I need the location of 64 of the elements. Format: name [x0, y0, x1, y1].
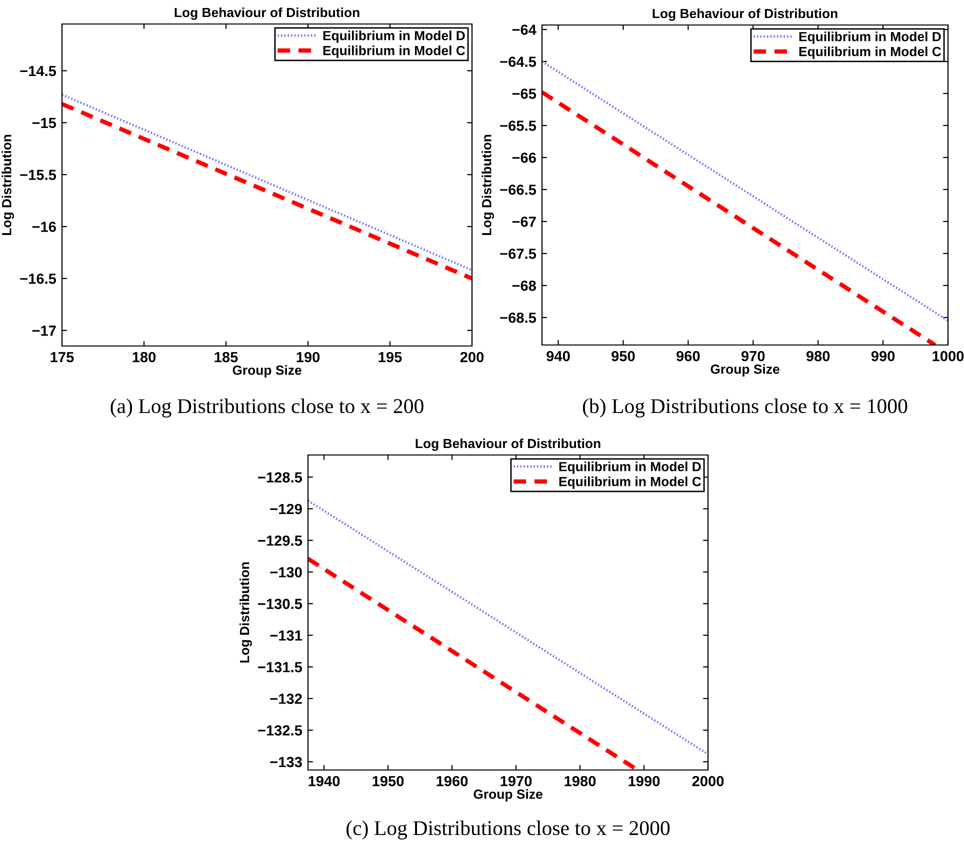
x-tick-label: 960 — [676, 350, 700, 362]
y-tick-label: −130 — [270, 567, 302, 578]
y-tick-label: −15.5 — [20, 170, 56, 180]
legend-label: Equilibrium in Model C — [323, 46, 466, 58]
y-tick-label: −64.5 — [500, 56, 536, 67]
y-tick-label: −66 — [512, 152, 536, 163]
y-axis-title: Log Distribution — [240, 562, 252, 663]
chart-title: Log Behaviour of Distribution — [416, 438, 600, 451]
y-tick-label: −133 — [270, 756, 302, 768]
y-tick-label: −130.5 — [258, 598, 302, 610]
x-tick-label: 990 — [871, 350, 895, 362]
x-tick-label: 185 — [214, 352, 238, 362]
x-tick-label: 195 — [378, 352, 402, 362]
legend-label: Equilibrium in Model C — [559, 476, 702, 489]
y-tick-label: −132.5 — [258, 725, 302, 736]
y-tick-label: −68.5 — [500, 312, 536, 323]
y-tick-label: −132 — [270, 694, 302, 704]
text: (a) Log Distributions close to x = 200 — [110, 398, 424, 418]
x-tick-label: 1000 — [932, 350, 964, 362]
y-tick-label: −64 — [512, 24, 536, 35]
y-tick-label: −129.5 — [258, 535, 302, 546]
x-tick-label: 970 — [741, 350, 765, 362]
x-tick-label: 1990 — [628, 776, 660, 786]
x-tick-label: 1980 — [564, 776, 596, 786]
x-axis-title: Group Size — [474, 789, 542, 802]
x-tick-label: 200 — [460, 352, 484, 362]
chart-title: Log Behaviour of Distribution — [174, 7, 360, 20]
legend-label: Equilibrium in Model C — [799, 46, 942, 59]
text: (b) Log Distributions close to x = 1000 — [582, 398, 908, 418]
legend-label: Equilibrium in Model D — [799, 32, 941, 44]
y-tick-label: −16.5 — [20, 274, 56, 284]
y-tick-label: −17 — [32, 326, 56, 336]
y-tick-label: −131 — [270, 630, 302, 641]
y-tick-label: −14.5 — [20, 66, 56, 76]
x-tick-label: 980 — [806, 350, 830, 362]
x-tick-label: 1960 — [436, 776, 468, 786]
y-axis-title: Log Distribution — [2, 134, 14, 236]
y-tick-label: −129 — [270, 504, 302, 514]
x-tick-label: 1950 — [372, 776, 404, 786]
x-tick-label: 1940 — [308, 776, 340, 786]
y-tick-label: −16 — [32, 222, 56, 232]
y-axis-title: Log Distribution — [482, 134, 494, 236]
x-tick-label: 190 — [296, 352, 320, 362]
x-tick-label: 1970 — [500, 776, 532, 786]
legend-label: Equilibrium in Model D — [323, 30, 465, 43]
x-tick-label: 940 — [546, 350, 570, 362]
y-tick-label: −131.5 — [258, 662, 302, 672]
y-tick-label: −65.5 — [500, 120, 536, 131]
chart-title: Log Behaviour of Distribution — [652, 8, 838, 21]
legend-label: Equilibrium in Model D — [559, 462, 701, 474]
y-tick-label: −15 — [32, 118, 56, 128]
y-tick-label: −65 — [512, 88, 536, 99]
x-tick-label: 180 — [132, 352, 156, 362]
y-tick-label: −68 — [512, 280, 536, 291]
y-tick-label: −67.5 — [500, 248, 536, 259]
x-tick-label: 2000 — [692, 776, 724, 786]
x-axis-title: Group Size — [232, 365, 302, 378]
y-tick-label: −128.5 — [258, 472, 302, 483]
y-tick-label: −67 — [512, 216, 536, 227]
y-tick-label: −66.5 — [500, 184, 536, 195]
x-tick-label: 175 — [50, 352, 74, 362]
text: (c) Log Distributions close to x = 2000 — [346, 820, 670, 840]
x-tick-label: 950 — [612, 350, 635, 362]
x-axis-title: Group Size — [710, 364, 780, 376]
